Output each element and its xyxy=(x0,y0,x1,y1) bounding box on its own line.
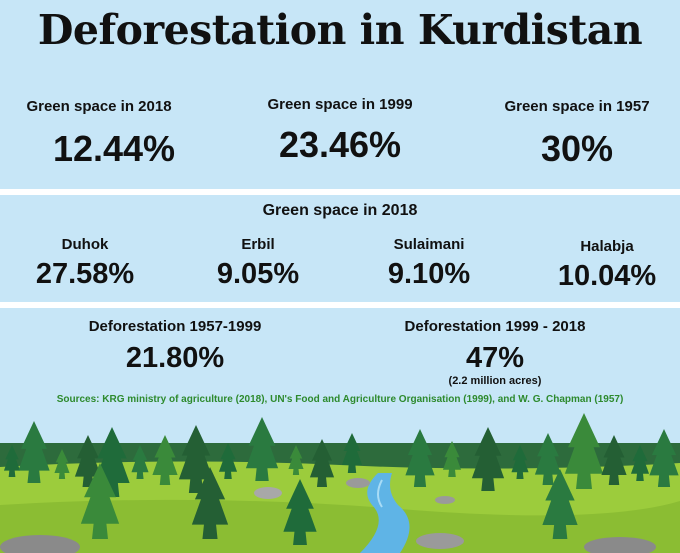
forest-illustration xyxy=(0,413,680,553)
pine-tree xyxy=(80,463,120,539)
region-value-halabja: 10.04% xyxy=(557,260,657,292)
pine-tree xyxy=(288,445,304,475)
pine-tree xyxy=(3,445,21,477)
pine-tree xyxy=(74,435,102,487)
summary-value-1957: 30% xyxy=(540,128,614,169)
top-panel xyxy=(0,0,680,189)
pine-tree xyxy=(191,467,229,539)
summary-value-1999: 23.46% xyxy=(278,124,402,165)
regions-panel xyxy=(0,195,680,302)
page-title: Deforestation in Kurdistan xyxy=(37,6,643,54)
rock xyxy=(254,487,282,499)
pine-tree xyxy=(245,417,279,481)
region-name-duhok: Duhok xyxy=(61,236,109,253)
pine-tree xyxy=(131,445,149,479)
summary-label-1957: Green space in 1957 xyxy=(504,98,650,115)
region-name-erbil: Erbil xyxy=(241,236,275,253)
pine-tree xyxy=(630,445,650,481)
deforestation-note: (2.2 million acres) xyxy=(448,375,542,387)
pine-tree xyxy=(534,433,562,485)
deforestation-label-1957-1999: Deforestation 1957-1999 xyxy=(88,318,262,335)
deforestation-value-1957-1999: 21.80% xyxy=(125,342,225,374)
summary-label-1999: Green space in 1999 xyxy=(267,96,413,113)
summary-label-2018: Green space in 2018 xyxy=(26,98,172,115)
region-name-halabja: Halabja xyxy=(580,238,634,255)
pine-tree xyxy=(309,439,335,487)
region-value-duhok: 27.58% xyxy=(35,258,135,290)
rock xyxy=(435,496,455,504)
pine-tree xyxy=(564,413,604,489)
region-name-sulaimani: Sulaimani xyxy=(393,236,465,253)
pine-tree xyxy=(471,427,505,491)
pine-tree xyxy=(152,435,178,485)
region-value-sulaimani: 9.10% xyxy=(387,258,471,290)
pine-tree xyxy=(405,429,435,487)
pine-tree xyxy=(542,469,578,539)
summary-value-2018: 12.44% xyxy=(52,128,176,169)
pine-tree xyxy=(18,421,50,483)
pine-tree xyxy=(442,441,462,477)
pine-tree xyxy=(649,429,679,487)
rock xyxy=(584,537,656,553)
regions-heading: Green space in 2018 xyxy=(262,202,418,219)
pine-tree xyxy=(283,479,317,545)
rock xyxy=(0,535,80,553)
pine-tree xyxy=(54,449,70,479)
pine-tree xyxy=(511,445,529,479)
pine-tree xyxy=(601,435,627,485)
pine-tree xyxy=(178,425,214,493)
grass-foreground xyxy=(0,499,680,553)
river xyxy=(360,473,410,553)
rock xyxy=(346,478,370,488)
region-value-erbil: 9.05% xyxy=(216,258,300,290)
pine-tree xyxy=(218,443,238,479)
deforestation-value-1999-2018: 47% xyxy=(465,342,525,374)
pine-tree xyxy=(341,433,363,473)
deforestation-label-1999-2018: Deforestation 1999 - 2018 xyxy=(404,318,586,335)
trees xyxy=(3,413,679,545)
sources-note: Sources: KRG ministry of agriculture (20… xyxy=(56,394,624,405)
rock xyxy=(416,533,464,549)
